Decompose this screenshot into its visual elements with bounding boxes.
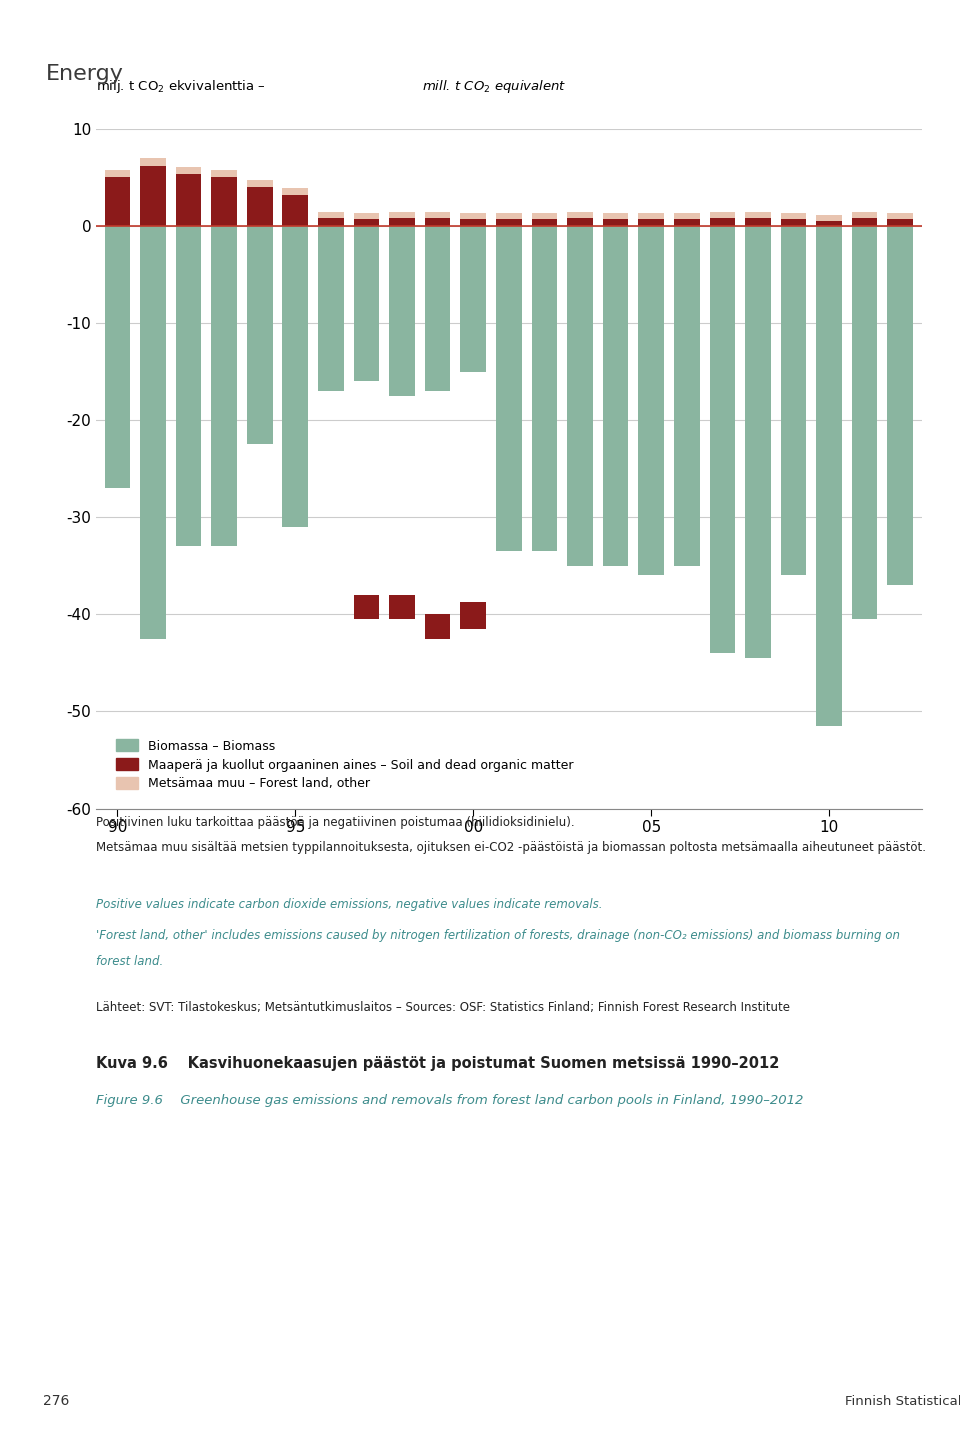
Bar: [389, 212, 415, 218]
Bar: [353, 595, 379, 620]
Bar: [247, 226, 273, 445]
Bar: [532, 219, 557, 226]
Bar: [318, 212, 344, 218]
Legend: Biomassa – Biomass, Maaperä ja kuollut orgaaninen aines – Soil and dead organic : Biomassa – Biomass, Maaperä ja kuollut o…: [110, 734, 579, 796]
Bar: [389, 226, 415, 396]
Text: Lähteet: SVT: Tilastokeskus; Metsäntutkimuslaitos – Sources: OSF: Statistics Fin: Lähteet: SVT: Tilastokeskus; Metsäntutki…: [96, 1002, 790, 1015]
Text: 'Forest land, other' includes emissions caused by nitrogen fertilization of fore: 'Forest land, other' includes emissions …: [96, 929, 900, 942]
Bar: [603, 219, 629, 226]
Bar: [638, 219, 664, 226]
Bar: [887, 226, 913, 585]
Bar: [211, 177, 237, 226]
Bar: [532, 213, 557, 219]
Bar: [211, 170, 237, 177]
Bar: [318, 226, 344, 391]
Bar: [176, 166, 202, 175]
Text: Finnish Statistical Yearbook of Forestry 2014: Finnish Statistical Yearbook of Forestry…: [845, 1395, 960, 1408]
Bar: [496, 213, 521, 219]
Bar: [247, 187, 273, 226]
Bar: [425, 226, 450, 391]
Bar: [887, 213, 913, 219]
Bar: [567, 226, 592, 565]
Bar: [247, 180, 273, 187]
Bar: [105, 177, 131, 226]
Bar: [780, 213, 806, 219]
Bar: [140, 226, 166, 638]
Bar: [852, 218, 877, 226]
Bar: [353, 213, 379, 219]
Bar: [745, 218, 771, 226]
Bar: [461, 219, 486, 226]
Bar: [816, 220, 842, 226]
Bar: [603, 213, 629, 219]
Bar: [105, 226, 131, 488]
Text: Positiivinen luku tarkoittaa päästöä ja negatiivinen poistumaa (hiilidioksidinie: Positiivinen luku tarkoittaa päästöä ja …: [96, 816, 575, 829]
Bar: [816, 215, 842, 220]
Text: Energy: Energy: [46, 64, 124, 84]
Bar: [887, 219, 913, 226]
Bar: [567, 218, 592, 226]
Bar: [816, 226, 842, 726]
Text: milj. t CO$_2$ ekvivalenttia –: milj. t CO$_2$ ekvivalenttia –: [96, 77, 267, 94]
Text: 9: 9: [8, 64, 23, 84]
Bar: [140, 157, 166, 166]
Bar: [709, 226, 735, 653]
Bar: [780, 219, 806, 226]
Bar: [282, 195, 308, 226]
Bar: [780, 226, 806, 575]
Bar: [176, 226, 202, 547]
Bar: [318, 218, 344, 226]
Bar: [282, 187, 308, 195]
Bar: [211, 226, 237, 547]
Text: forest land.: forest land.: [96, 954, 163, 967]
Bar: [532, 226, 557, 551]
Bar: [674, 219, 700, 226]
Bar: [461, 226, 486, 372]
Bar: [709, 212, 735, 218]
Bar: [745, 212, 771, 218]
Bar: [638, 213, 664, 219]
Bar: [389, 218, 415, 226]
Bar: [389, 595, 415, 620]
Bar: [496, 226, 521, 551]
Bar: [638, 226, 664, 575]
Text: Kuva 9.6  Kasvihuonekaasujen päästöt ja poistumat Suomen metsissä 1990–2012: Kuva 9.6 Kasvihuonekaasujen päästöt ja p…: [96, 1056, 780, 1070]
Bar: [176, 175, 202, 226]
Bar: [425, 218, 450, 226]
Text: Positive values indicate carbon dioxide emissions, negative values indicate remo: Positive values indicate carbon dioxide …: [96, 899, 603, 912]
Bar: [852, 212, 877, 218]
Text: 276: 276: [43, 1394, 69, 1408]
Bar: [496, 219, 521, 226]
Bar: [852, 226, 877, 620]
Bar: [603, 226, 629, 565]
Bar: [425, 614, 450, 638]
Bar: [282, 226, 308, 527]
Text: mill. t CO$_2$ equivalent: mill. t CO$_2$ equivalent: [422, 77, 566, 94]
Bar: [140, 166, 166, 226]
Bar: [461, 213, 486, 219]
Bar: [674, 226, 700, 565]
Bar: [674, 213, 700, 219]
Text: Figure 9.6  Greenhouse gas emissions and removals from forest land carbon pools : Figure 9.6 Greenhouse gas emissions and …: [96, 1093, 804, 1106]
Bar: [709, 218, 735, 226]
Bar: [353, 219, 379, 226]
Bar: [461, 601, 486, 628]
Bar: [425, 212, 450, 218]
Text: Metsämaa muu sisältää metsien typpilannoituksesta, ojituksen ei-CO2 -päästöistä : Metsämaa muu sisältää metsien typpilanno…: [96, 841, 926, 854]
Bar: [567, 212, 592, 218]
Bar: [745, 226, 771, 658]
Bar: [105, 170, 131, 177]
Bar: [353, 226, 379, 381]
